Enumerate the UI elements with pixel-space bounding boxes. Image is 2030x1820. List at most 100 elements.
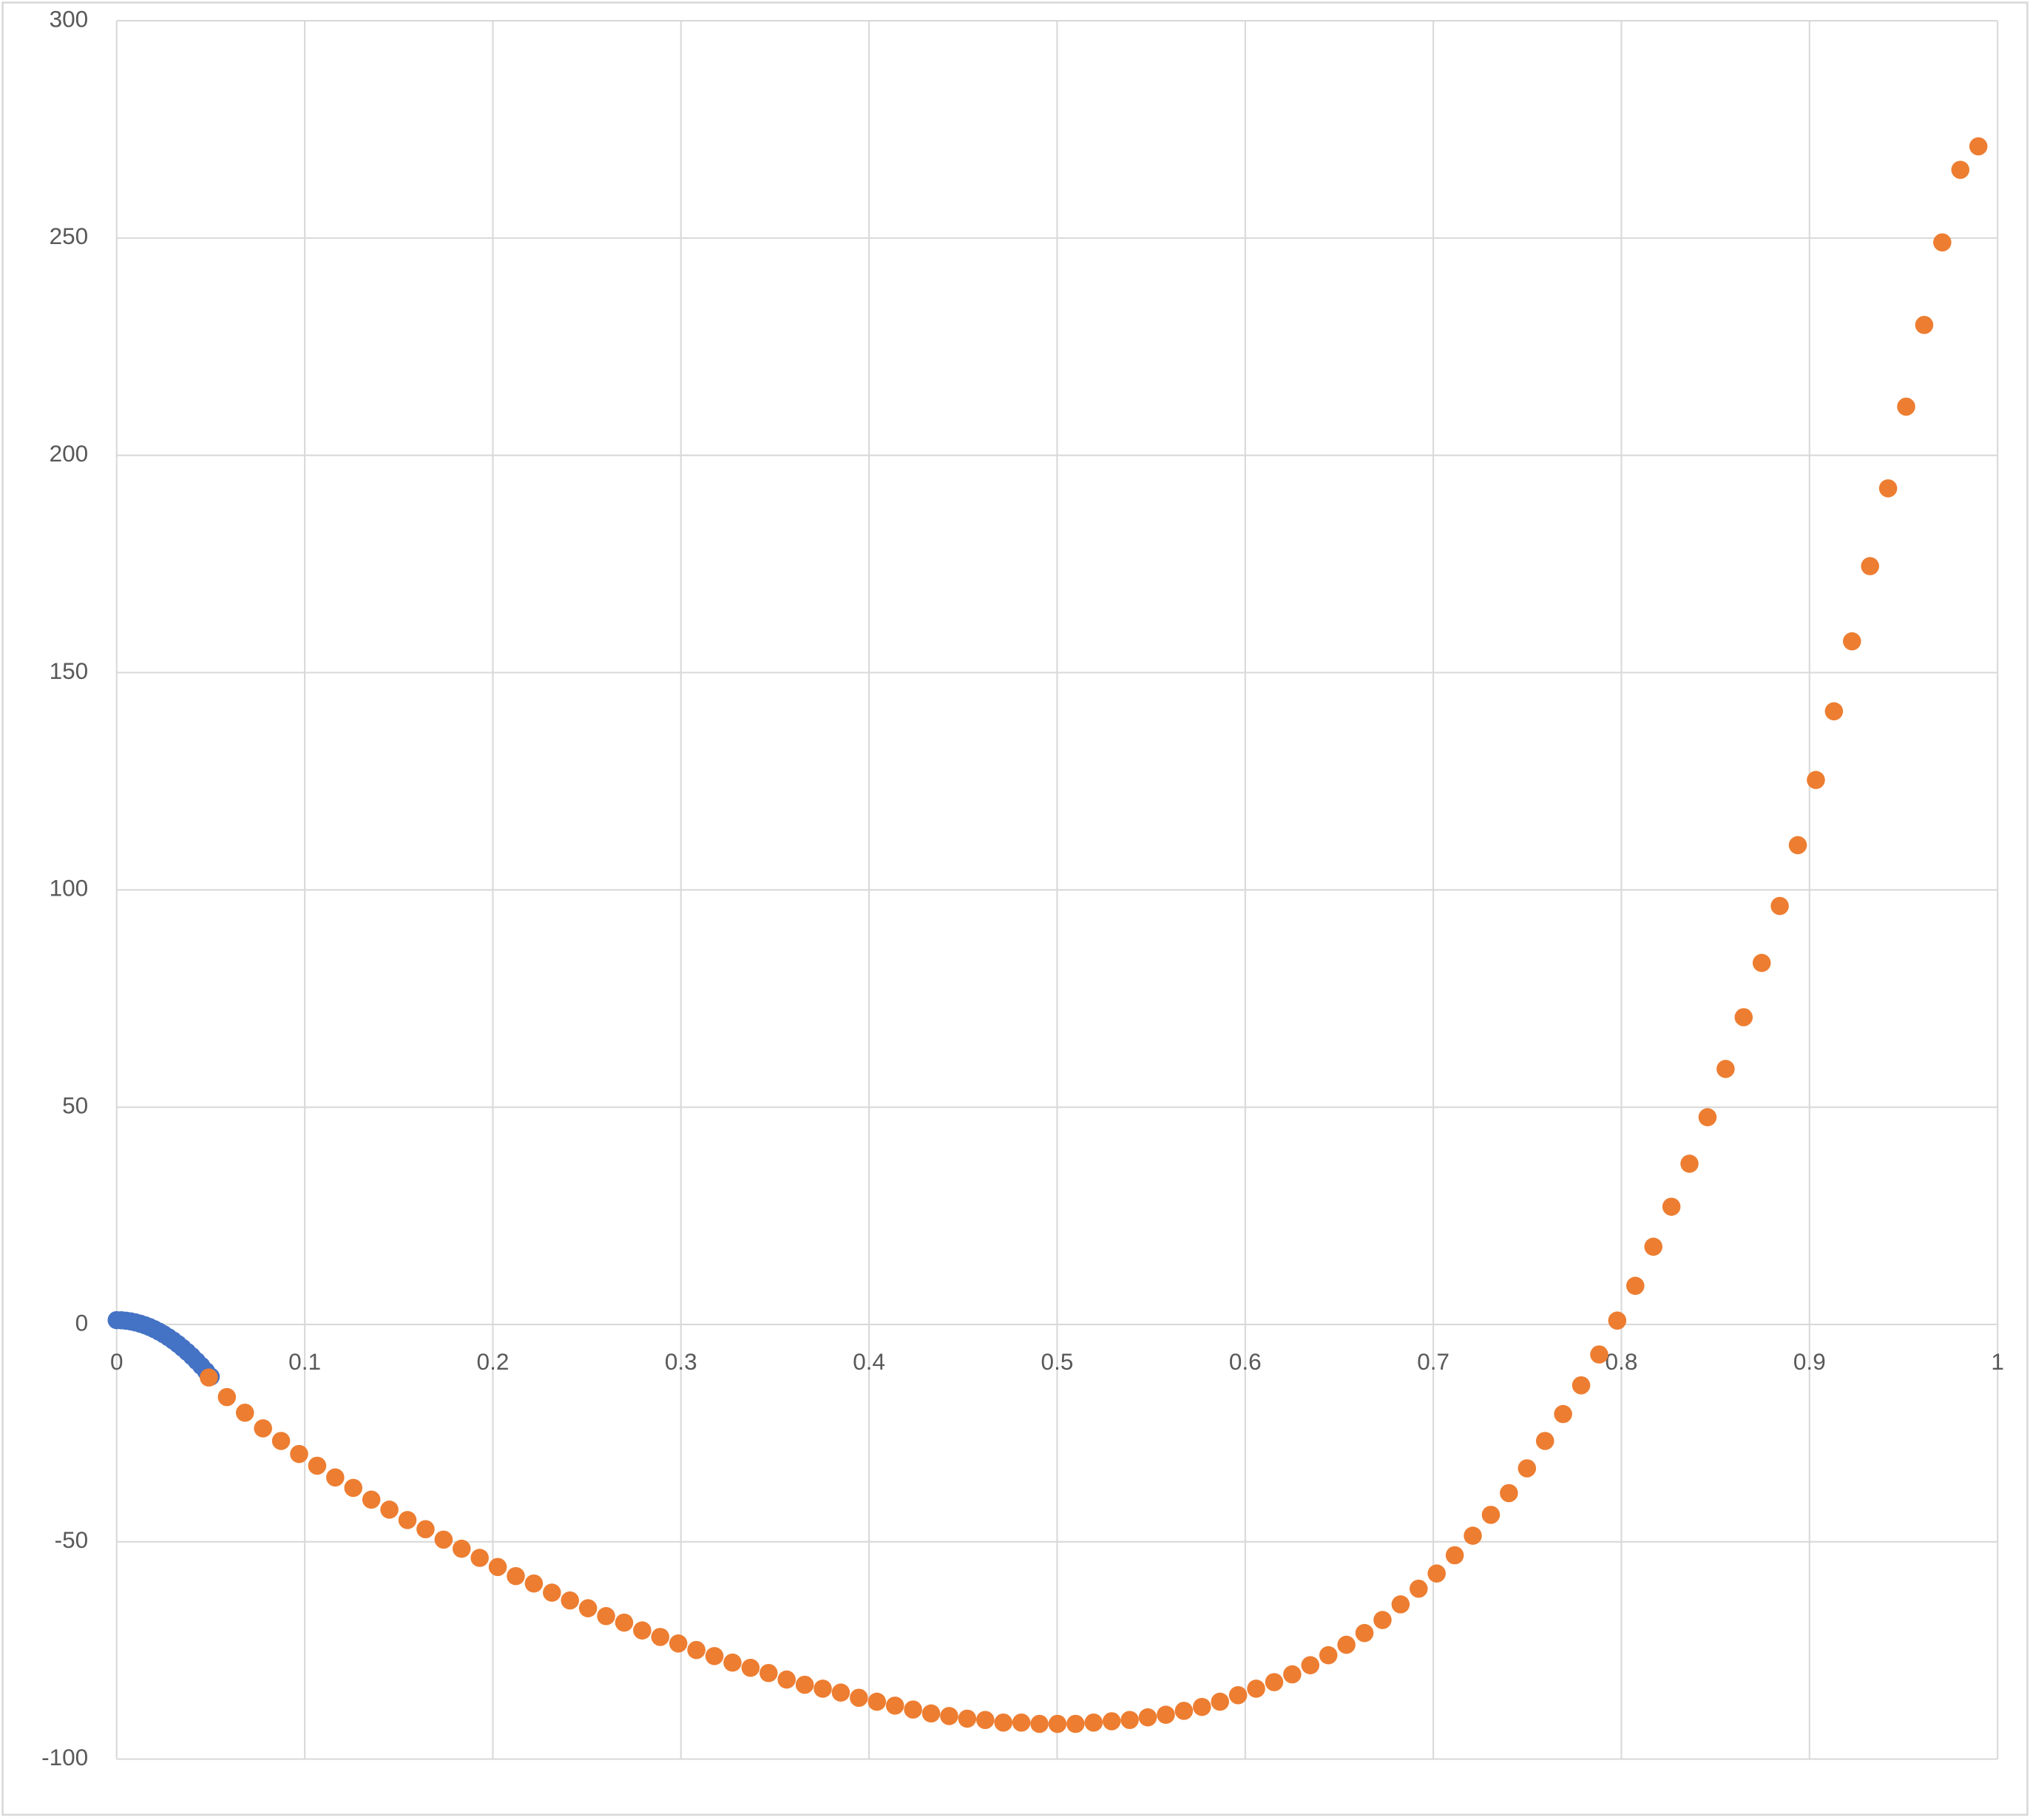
- data-point: [904, 1700, 922, 1719]
- data-point: [669, 1634, 688, 1653]
- x-tick-label: 0.9: [1793, 1348, 1826, 1375]
- data-point: [1897, 397, 1915, 416]
- data-point: [1481, 1506, 1500, 1524]
- data-point: [1048, 1714, 1067, 1733]
- data-point: [1427, 1564, 1446, 1583]
- data-point: [597, 1607, 615, 1626]
- data-point: [976, 1711, 995, 1729]
- data-point: [1662, 1197, 1681, 1216]
- x-tick-label: 0.3: [665, 1348, 697, 1375]
- data-point: [1012, 1713, 1031, 1732]
- x-tick-label: 0.7: [1417, 1348, 1449, 1375]
- data-point: [1174, 1702, 1194, 1720]
- data-point: [1969, 137, 1988, 156]
- y-tick-label: -100: [41, 1744, 88, 1770]
- data-point: [326, 1468, 345, 1487]
- data-point: [1319, 1645, 1338, 1665]
- data-point: [1445, 1546, 1464, 1565]
- data-point: [1680, 1154, 1699, 1173]
- data-point: [867, 1692, 887, 1711]
- y-tick-label: 50: [62, 1092, 88, 1118]
- data-point: [1734, 1008, 1753, 1026]
- data-point: [885, 1696, 904, 1715]
- y-tick-label: 250: [50, 223, 89, 249]
- y-tick-label: 150: [50, 657, 89, 684]
- data-point: [344, 1478, 363, 1498]
- data-point: [1843, 632, 1861, 651]
- data-point: [777, 1670, 796, 1689]
- y-tick-label: 0: [75, 1309, 89, 1336]
- data-point: [1228, 1685, 1248, 1705]
- data-point: [1301, 1656, 1320, 1674]
- data-point: [1951, 160, 1970, 179]
- x-tick-label: 0.1: [288, 1348, 321, 1375]
- data-point: [1861, 557, 1879, 575]
- data-point: [507, 1566, 525, 1586]
- data-point: [543, 1583, 561, 1602]
- data-point: [488, 1557, 507, 1577]
- y-tick-label: 300: [50, 5, 89, 32]
- data-point: [994, 1713, 1012, 1732]
- data-point: [705, 1647, 724, 1665]
- data-point: [723, 1653, 742, 1672]
- data-point: [1120, 1711, 1139, 1729]
- y-tick-label: 100: [50, 875, 89, 901]
- data-point: [271, 1432, 291, 1450]
- data-point: [1716, 1060, 1735, 1078]
- data-point: [561, 1591, 580, 1610]
- data-point: [1030, 1714, 1049, 1733]
- data-point: [1698, 1108, 1717, 1126]
- data-point: [1102, 1712, 1121, 1731]
- data-point: [795, 1675, 814, 1694]
- data-point: [380, 1501, 399, 1519]
- data-point: [1138, 1708, 1157, 1727]
- data-point: [651, 1628, 670, 1646]
- x-tick-label: 0.2: [477, 1348, 510, 1375]
- data-point: [1391, 1595, 1410, 1614]
- data-point: [1807, 771, 1825, 789]
- data-point: [1752, 953, 1771, 972]
- data-point: [1554, 1404, 1572, 1424]
- data-point: [1518, 1459, 1537, 1478]
- data-point: [1337, 1635, 1356, 1654]
- data-point: [217, 1387, 237, 1407]
- y-tick-label: -50: [55, 1526, 89, 1553]
- x-tick-label: 0.6: [1229, 1348, 1262, 1375]
- data-point: [633, 1621, 652, 1640]
- data-point: [831, 1683, 850, 1702]
- data-point: [1590, 1345, 1608, 1364]
- data-point: [1571, 1376, 1591, 1395]
- data-point: [1535, 1432, 1554, 1450]
- data-point: [308, 1456, 327, 1475]
- data-point: [1247, 1679, 1265, 1698]
- data-point: [741, 1658, 760, 1677]
- data-point: [1265, 1673, 1284, 1691]
- data-point: [958, 1709, 977, 1728]
- data-point: [1915, 316, 1934, 334]
- data-point: [1283, 1665, 1302, 1684]
- data-point: [1608, 1311, 1627, 1330]
- data-point: [1464, 1526, 1482, 1545]
- data-point: [452, 1539, 471, 1558]
- data-point: [1770, 896, 1789, 916]
- data-point: [1824, 702, 1844, 721]
- data-point: [1410, 1579, 1428, 1598]
- data-point: [1933, 233, 1952, 252]
- data-point: [235, 1403, 254, 1422]
- data-point: [1157, 1705, 1175, 1724]
- x-tick-label: 0.8: [1606, 1348, 1638, 1375]
- data-point: [687, 1640, 706, 1660]
- x-tick-label: 1: [1991, 1348, 2004, 1375]
- data-point: [940, 1707, 958, 1725]
- data-point: [1193, 1697, 1211, 1716]
- data-point: [1500, 1484, 1518, 1503]
- data-point: [254, 1419, 272, 1438]
- x-tick-label: 0: [110, 1348, 124, 1375]
- x-tick-label: 0.4: [853, 1348, 885, 1375]
- x-tick-label: 0.5: [1041, 1348, 1074, 1375]
- data-point: [416, 1520, 435, 1539]
- data-point: [813, 1679, 832, 1698]
- data-point: [578, 1599, 598, 1617]
- data-point: [362, 1490, 381, 1509]
